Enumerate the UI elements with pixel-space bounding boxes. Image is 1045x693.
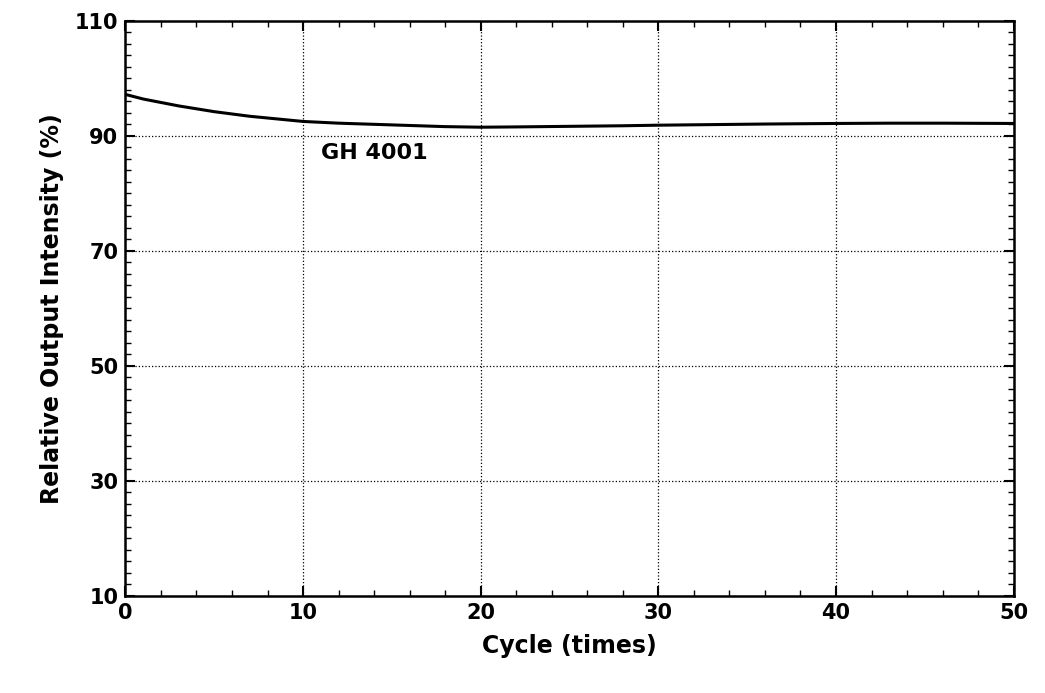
Y-axis label: Relative Output Intensity (%): Relative Output Intensity (%) (40, 113, 64, 504)
Text: GH 4001: GH 4001 (321, 143, 427, 163)
X-axis label: Cycle (times): Cycle (times) (482, 634, 657, 658)
